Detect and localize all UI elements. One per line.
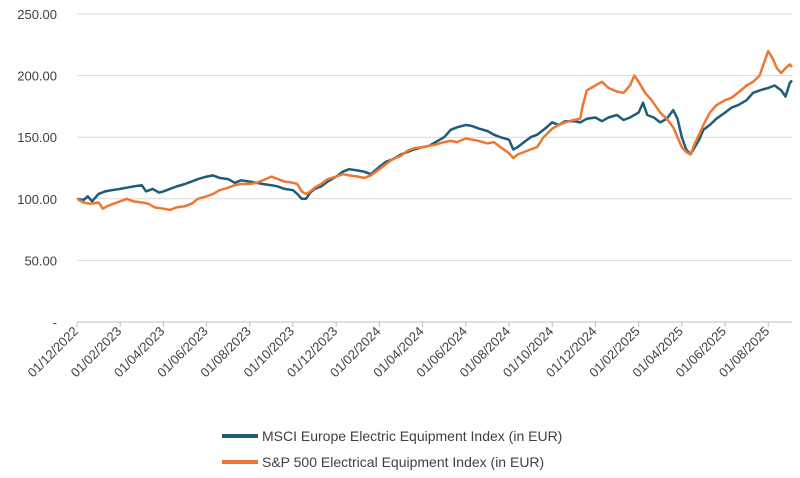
x-axis-ticks: 01/12/202201/02/202301/04/202301/06/2023… (24, 322, 772, 380)
y-tick-label: 200.00 (17, 69, 57, 84)
gridlines (77, 13, 792, 261)
y-tick-label: - (53, 315, 57, 330)
y-tick-label: 100.00 (17, 192, 57, 207)
legend-item-msci: MSCI Europe Electric Equipment Index (in… (222, 428, 562, 444)
legend: MSCI Europe Electric Equipment Index (in… (222, 428, 562, 470)
legend-item-sp500: S&P 500 Electrical Equipment Index (in E… (222, 454, 544, 470)
legend-label-msci: MSCI Europe Electric Equipment Index (in… (262, 428, 562, 444)
legend-label-sp500: S&P 500 Electrical Equipment Index (in E… (262, 454, 544, 470)
y-tick-label: 250.00 (17, 7, 57, 22)
series-lines (76, 49, 793, 212)
y-tick-label: 50.00 (24, 253, 57, 268)
series-line-sp500 (76, 49, 793, 212)
y-tick-label: 150.00 (17, 130, 57, 145)
series-line-msci (76, 79, 793, 203)
y-axis-ticks: - 50.00 100.00 150.00 200.00 250.00 (17, 7, 57, 330)
